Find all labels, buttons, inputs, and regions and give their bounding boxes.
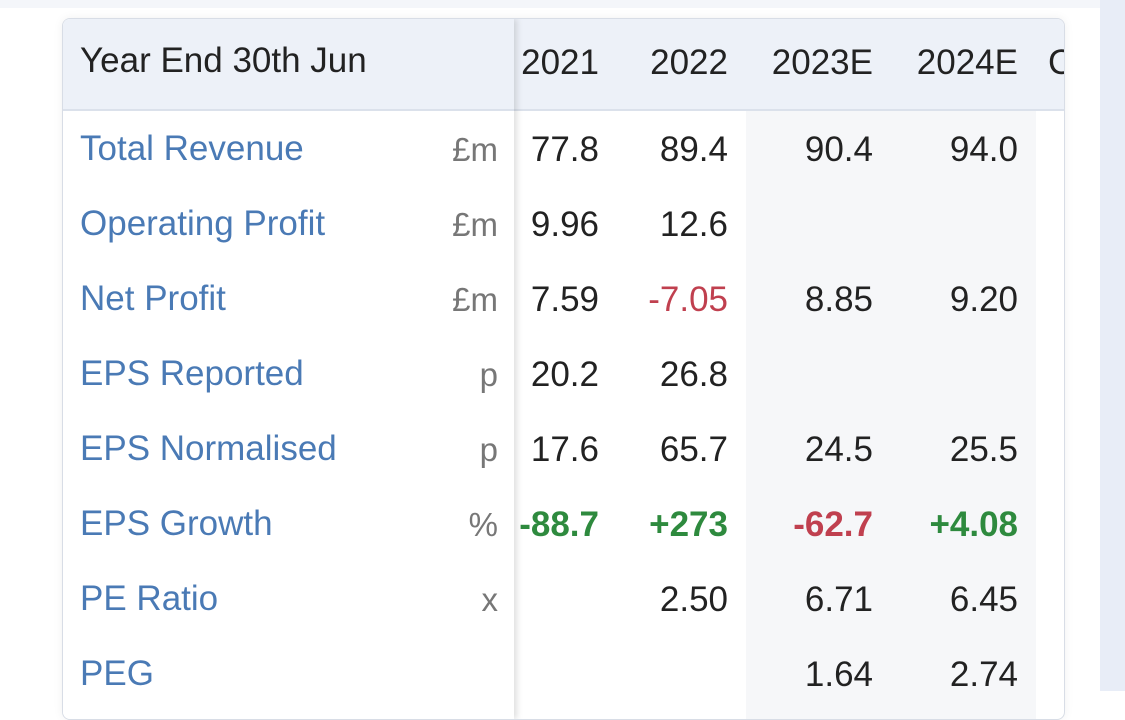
table-cell: 25.5: [949, 430, 1018, 469]
table-cell: 77.8: [530, 130, 599, 169]
year-header-2: 2023E: [771, 43, 873, 82]
row-label-eps-growth[interactable]: EPS Growth: [80, 504, 273, 543]
year-header-3: 2024E: [916, 43, 1018, 82]
row-unit: £m: [452, 131, 498, 168]
table-cell: -88.7: [519, 505, 599, 544]
table-cell: 8.85: [804, 280, 873, 319]
row-label-operating-profit[interactable]: Operating Profit: [80, 204, 326, 243]
frozen-label-column: Year End 30th Jun Total Revenue £m Operati…: [63, 19, 514, 719]
table-cell: 20.2: [530, 355, 599, 394]
page-right-background: [1100, 0, 1125, 691]
year-header-4: C: [1048, 43, 1064, 83]
table-cell: 17.6: [530, 430, 599, 469]
table-cell: 2.50: [659, 580, 728, 619]
table-cell: 6.71: [804, 580, 873, 619]
row-unit: x: [481, 581, 499, 618]
table-cell: 6.45: [949, 580, 1018, 619]
table-cell: 26.8: [659, 355, 728, 394]
row-unit: £m: [452, 281, 498, 318]
table-cell: 12.6: [659, 205, 728, 244]
year-end-header: Year End 30th Jun: [80, 41, 367, 80]
year-header-0: 2021: [521, 43, 599, 82]
row-label-peg[interactable]: PEG: [80, 654, 154, 693]
row-label-eps-reported[interactable]: EPS Reported: [80, 354, 304, 393]
row-label-eps-normalised[interactable]: EPS Normalised: [80, 429, 337, 468]
table-cell: -7.05: [648, 280, 728, 319]
financial-summary-table: 2021 2022 2023E 2024E C 77.8 89.4 90.4 94.0 9.96 1…: [62, 18, 1065, 720]
table-cell: 9.20: [949, 280, 1018, 319]
frozen-header: Year End 30th Jun: [63, 19, 514, 111]
estimate-columns-band: [746, 111, 1036, 719]
year-header-1: 2022: [650, 43, 728, 82]
row-unit: %: [468, 506, 498, 543]
table-cell: 9.96: [530, 205, 599, 244]
table-cell: +4.08: [929, 505, 1018, 544]
table-cell: 90.4: [804, 130, 873, 169]
table-cell: 94.0: [949, 130, 1018, 169]
row-label-net-profit[interactable]: Net Profit: [80, 279, 226, 318]
table-cell: 24.5: [804, 430, 873, 469]
table-cell: 89.4: [659, 130, 728, 169]
row-unit: p: [479, 356, 498, 393]
table-cell: 1.64: [804, 655, 873, 694]
row-label-total-revenue[interactable]: Total Revenue: [80, 129, 304, 168]
table-cell: 65.7: [659, 430, 728, 469]
table-cell: 7.59: [530, 280, 599, 319]
table-cell: 2.74: [949, 655, 1018, 694]
row-unit: p: [479, 431, 498, 468]
page-top-strip: [0, 0, 1100, 8]
row-unit: £m: [452, 206, 498, 243]
table-cell: -62.7: [793, 505, 873, 544]
row-label-pe-ratio[interactable]: PE Ratio: [80, 579, 219, 618]
table-cell: +273: [649, 505, 728, 544]
